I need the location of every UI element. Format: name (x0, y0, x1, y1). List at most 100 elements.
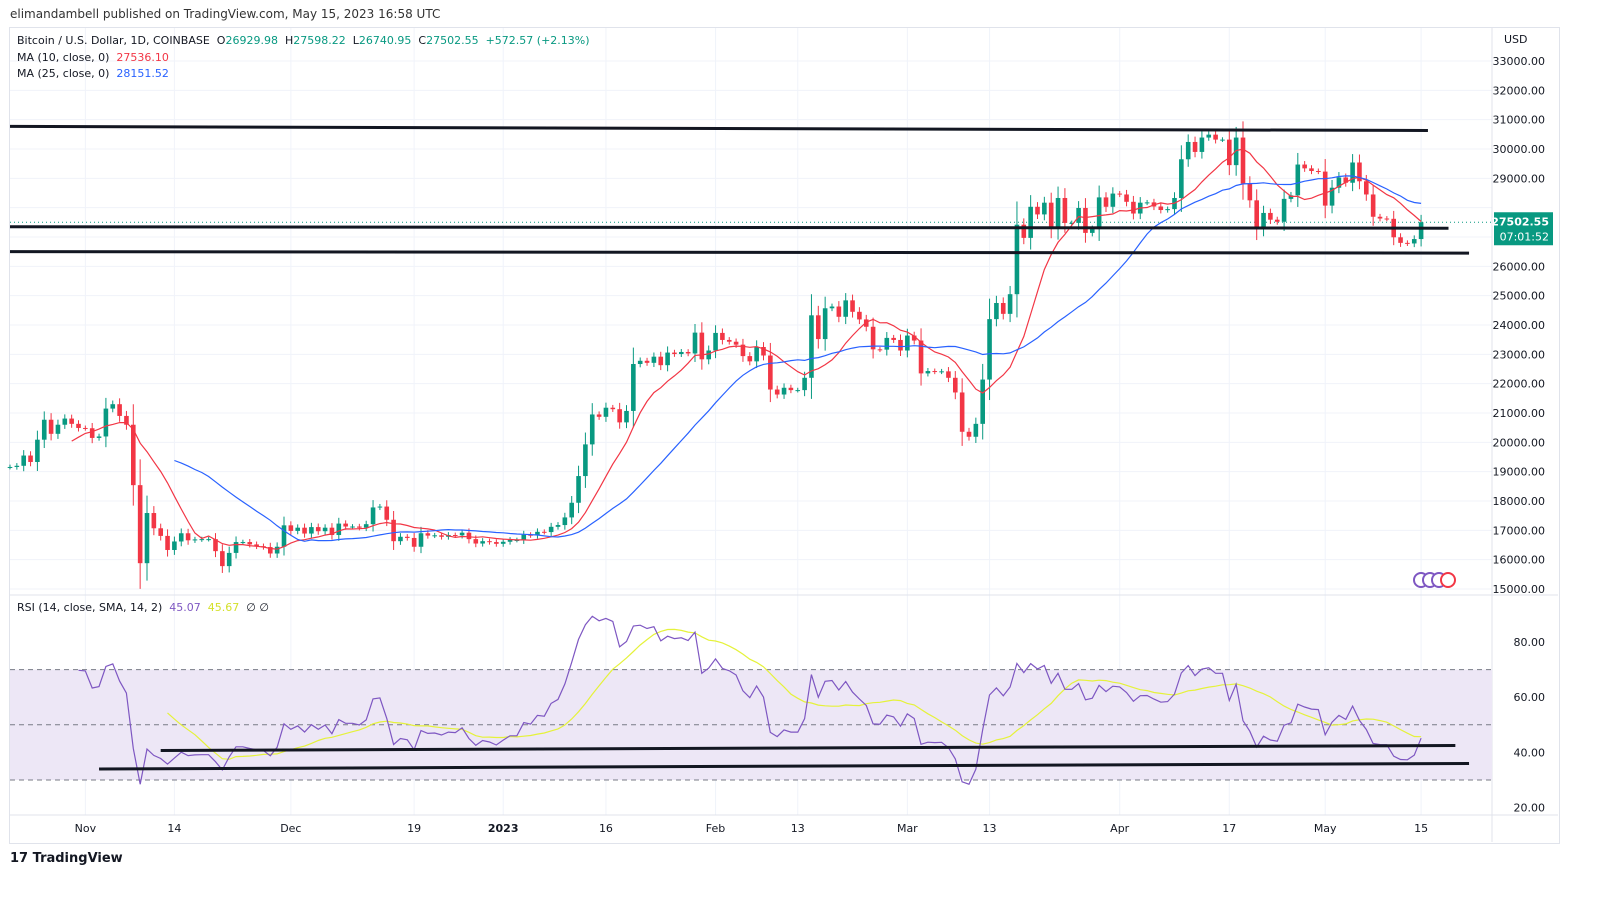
candle-body (535, 531, 540, 536)
price-tick-label: 24000.00 (1493, 319, 1546, 332)
candle-body (617, 409, 622, 423)
candle-body (309, 527, 314, 534)
candle-body (1329, 187, 1335, 206)
candle-body (1206, 134, 1212, 138)
candle-body (925, 371, 931, 374)
candle-body (747, 356, 753, 362)
candle-body (178, 533, 184, 542)
candle-body (911, 335, 917, 341)
candle-body (1124, 194, 1129, 202)
price-tick-label: 17000.00 (1493, 524, 1546, 537)
candle-body (1062, 197, 1068, 223)
candle-body (117, 404, 122, 416)
ma25-legend[interactable]: MA (25, close, 0) 28151.52 (17, 67, 169, 80)
price-tick-label: 29000.00 (1493, 172, 1546, 185)
candle-body (110, 404, 116, 409)
price-tick-label: 31000.00 (1493, 114, 1546, 127)
candle-body (350, 526, 355, 528)
rsi-trendline (160, 744, 1456, 752)
candle-body (768, 355, 773, 390)
candle-body (357, 526, 362, 528)
candle-body (199, 539, 205, 541)
published-by: elimandambell published on TradingView.c… (10, 7, 441, 21)
candle-body (1069, 222, 1075, 224)
candle-body (254, 544, 259, 547)
candle-body (514, 540, 520, 542)
candle-body (206, 539, 211, 541)
candle-body (418, 533, 424, 547)
ma25-line (174, 175, 1422, 542)
candle-body (494, 542, 499, 544)
time-tick-label: 13 (983, 822, 997, 835)
candle-body (802, 377, 807, 391)
candle-body (370, 507, 376, 525)
last-price-value: 27502.55 (1491, 215, 1549, 228)
candle-body (795, 390, 801, 392)
candle-body (1274, 219, 1280, 222)
candle-body (555, 525, 561, 527)
candle-body (576, 476, 581, 503)
price-tick-label: 32000.00 (1493, 84, 1546, 97)
candle-body (624, 410, 629, 423)
candle-body (41, 419, 47, 440)
candle-body (1090, 229, 1095, 233)
time-tick-label: 14 (167, 822, 181, 835)
candle-body (322, 527, 328, 532)
rsi-trendline (99, 761, 1470, 771)
candle-body (699, 332, 705, 360)
candle-body (480, 541, 485, 544)
candle-body (336, 523, 342, 536)
chart-frame (9, 27, 1560, 844)
time-tick-label: 13 (791, 822, 805, 835)
candle-body (863, 319, 869, 327)
candle-body (1028, 206, 1033, 238)
candle-body (192, 539, 198, 541)
candle-body (384, 506, 390, 520)
candle-body (1165, 209, 1170, 211)
candle-body (28, 455, 33, 462)
candle-body (124, 415, 129, 425)
candle-body (1035, 206, 1040, 215)
time-tick-label: Mar (897, 822, 918, 835)
candle-body (432, 535, 437, 537)
candle-body (1316, 170, 1321, 172)
tradingview-logo[interactable]: 𝟭𝟳 TradingView (10, 851, 123, 866)
candle-body (987, 319, 992, 380)
candle-body (452, 535, 458, 537)
candle-body (1083, 207, 1088, 233)
candle-body (1302, 164, 1307, 169)
candle-body (1185, 141, 1191, 160)
candle-body (761, 346, 766, 356)
time-tick-label: May (1314, 822, 1337, 835)
candle-body (1350, 162, 1355, 183)
candle-body (83, 427, 88, 429)
candle-body (583, 444, 588, 477)
candle-body (644, 360, 650, 363)
candle-body (172, 541, 177, 550)
candle-body (21, 455, 26, 466)
open-label: O (216, 34, 226, 47)
candle-body (487, 541, 492, 543)
candle-body (315, 527, 321, 532)
candle-body (425, 533, 431, 536)
candle-body (1240, 137, 1246, 184)
candle-body (1117, 193, 1122, 195)
candle-body (1042, 202, 1047, 215)
ma10-legend[interactable]: MA (10, close, 0) 27536.10 (17, 51, 169, 64)
rsi-ma-value: 45.67 (207, 601, 240, 614)
candle-body (507, 540, 513, 542)
candle-body (226, 552, 232, 567)
candle-body (816, 315, 821, 340)
candle-body (1055, 197, 1061, 229)
candle-body (1288, 195, 1294, 199)
rsi-legend[interactable]: RSI (14, close, SMA, 14, 2) 45.07 45.67 … (17, 601, 269, 614)
price-tick-label: 30000.00 (1493, 143, 1546, 156)
time-tick-label: 2023 (488, 822, 519, 835)
candle-body (939, 371, 944, 373)
price-tick-label: 16000.00 (1493, 554, 1546, 567)
ma25-label: MA (25, close, 0) (17, 67, 110, 80)
open-value: 26929.98 (225, 34, 278, 47)
candle-body (692, 332, 698, 354)
time-tick-label: Feb (706, 822, 725, 835)
